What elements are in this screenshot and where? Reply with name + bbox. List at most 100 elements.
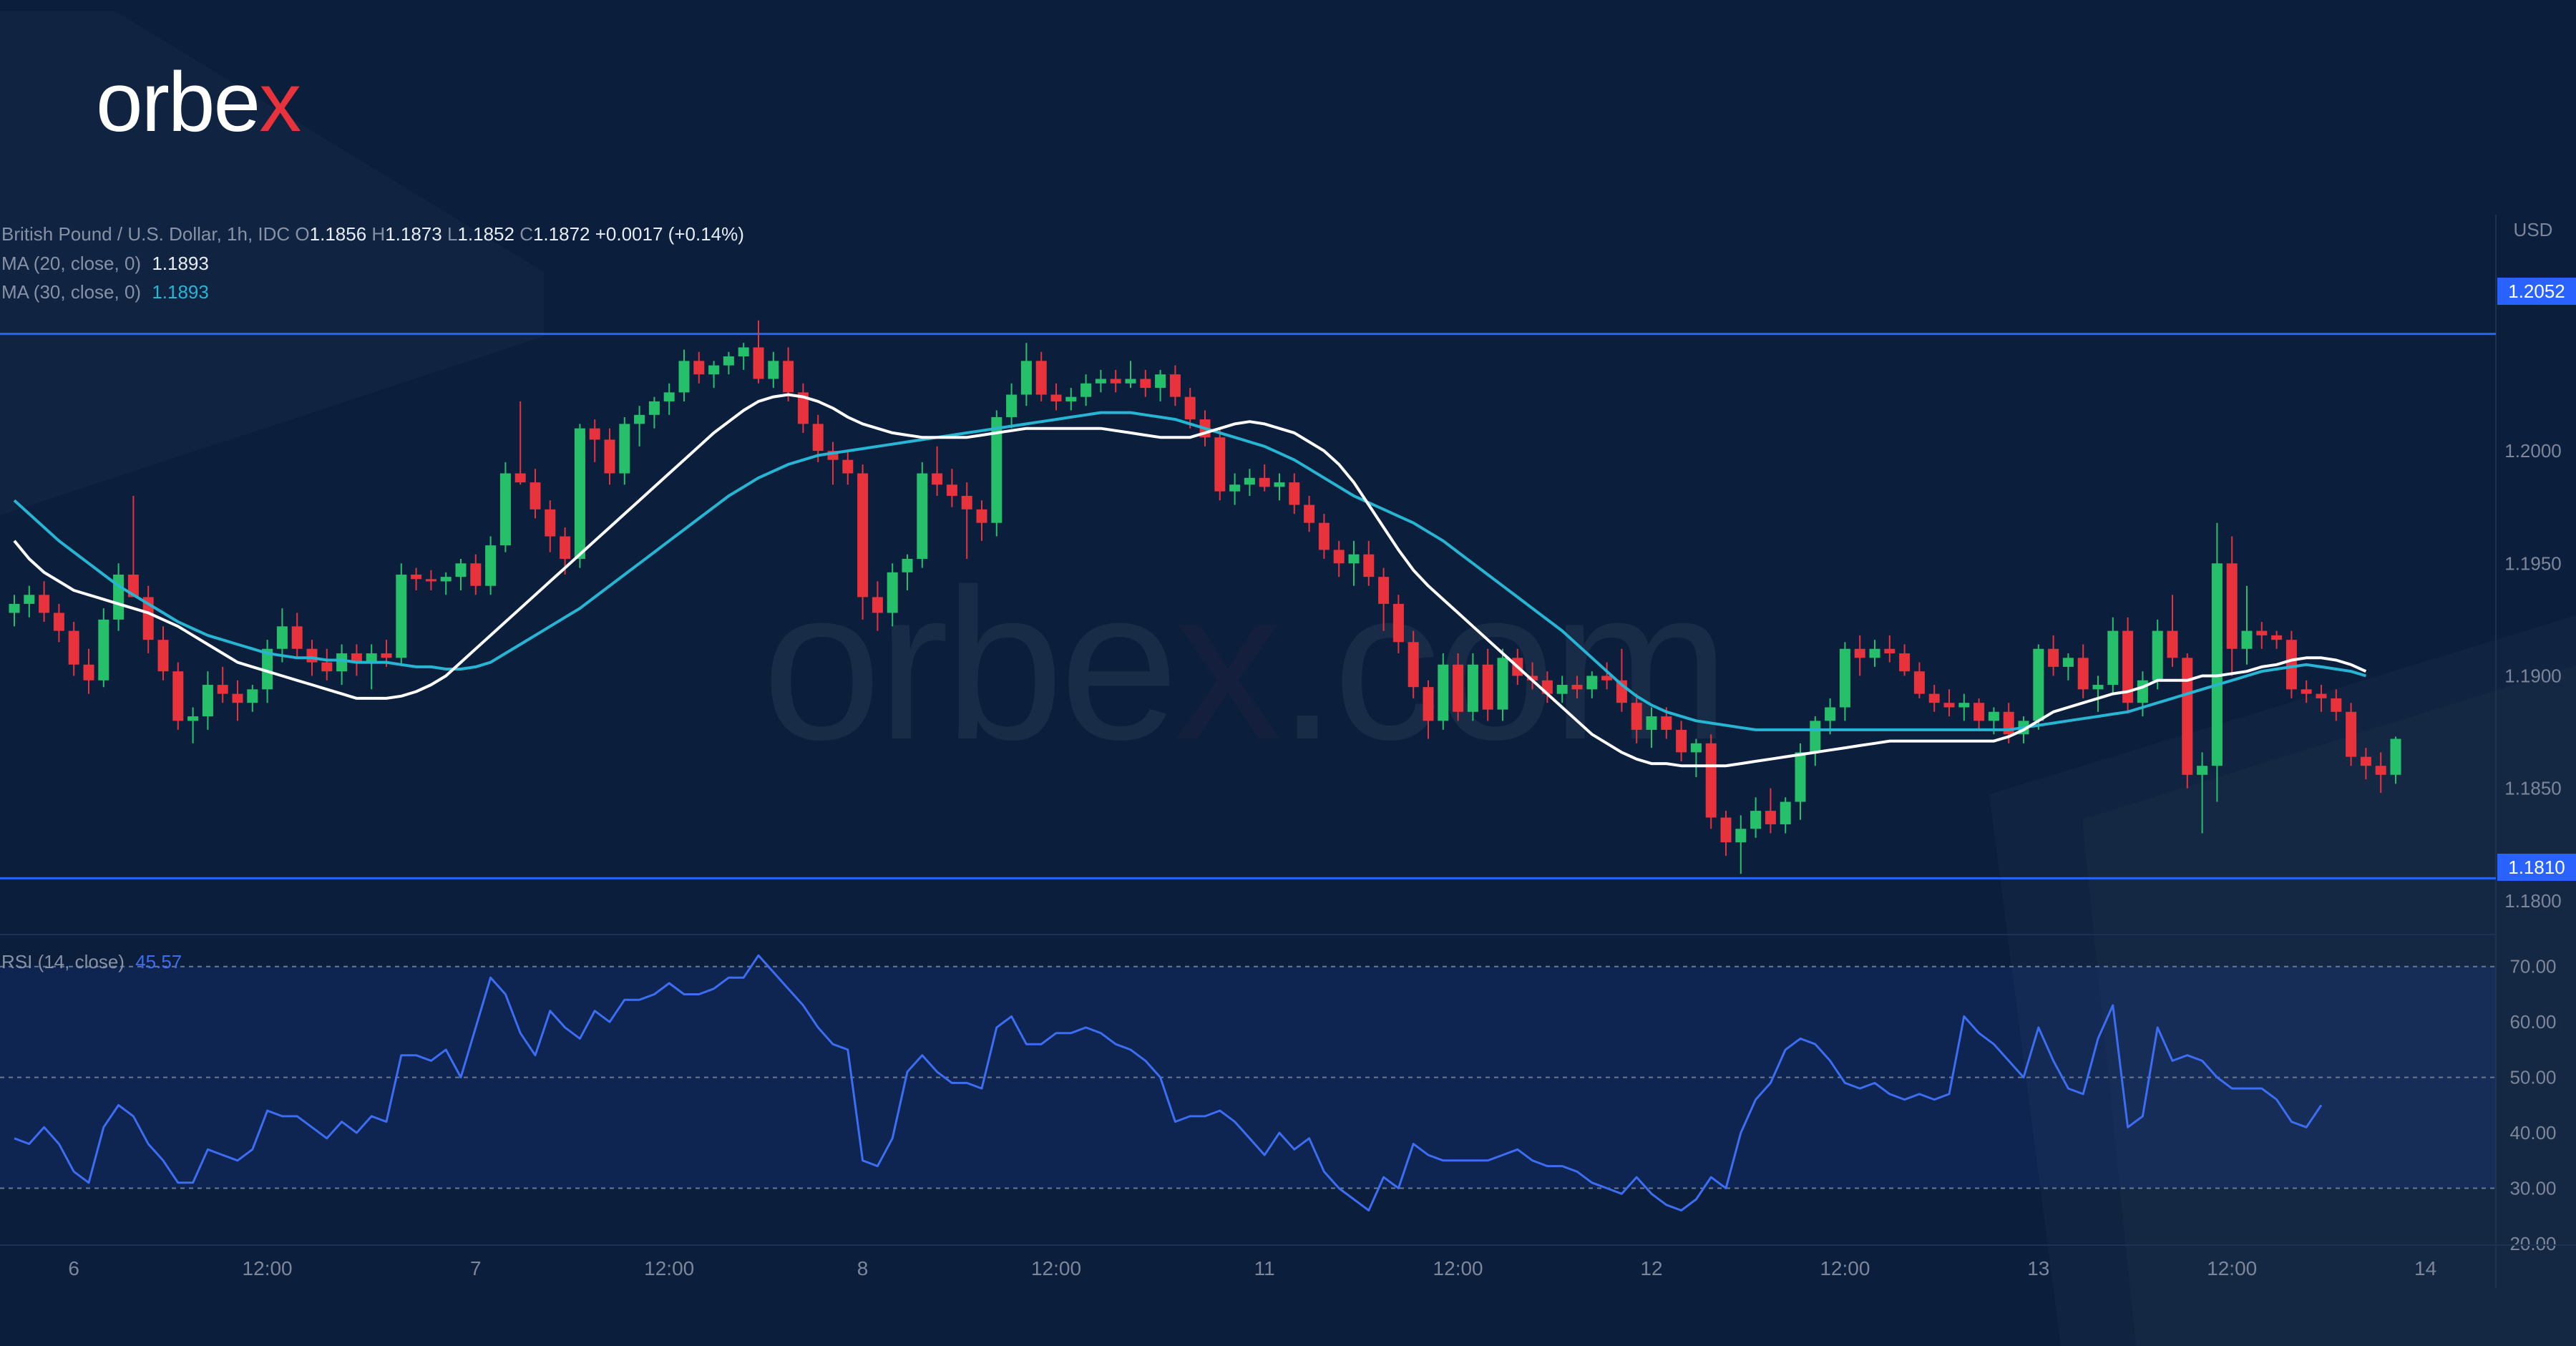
change-value: +0.0017 (+0.14%) — [595, 223, 744, 245]
time-tick-label: 12:00 — [243, 1257, 293, 1279]
candle-down — [68, 630, 79, 665]
candle-down — [2271, 635, 2283, 640]
candle-down — [2256, 630, 2268, 635]
candle-up — [1274, 482, 1285, 487]
rsi-tick-label: 50.00 — [2509, 1067, 2556, 1088]
candle-down — [1169, 374, 1181, 397]
candle-up — [1795, 752, 1806, 802]
candle-up — [723, 356, 734, 366]
rsi-legend: RSI (14, close) 45.57 — [1, 951, 182, 973]
candle-up — [1780, 801, 1791, 824]
candle-up — [619, 424, 630, 474]
candle-down — [2301, 689, 2312, 694]
candle-up — [1586, 676, 1598, 690]
candle-up — [1810, 721, 1821, 753]
candle-down — [560, 536, 571, 559]
rsi-line — [14, 954, 2323, 1211]
candle-down — [1110, 379, 1121, 384]
candle-down — [1259, 477, 1270, 487]
candle-up — [1229, 484, 1241, 492]
candle-down — [217, 685, 228, 694]
currency-label: USD — [2514, 219, 2553, 240]
time-tick-label: 12:00 — [644, 1257, 694, 1279]
candle-down — [1943, 703, 1955, 708]
close-label: C — [519, 223, 533, 245]
candle-down — [306, 648, 318, 663]
candle-down — [2048, 648, 2059, 667]
candle-up — [768, 361, 779, 379]
candle-up — [634, 414, 645, 424]
close-value: 1.1872 — [532, 223, 590, 245]
candle-down — [2122, 630, 2134, 703]
candle-up — [455, 563, 467, 577]
candle-up — [396, 575, 407, 658]
candle-down — [351, 653, 362, 663]
candle-up — [2241, 630, 2253, 649]
candle-down — [1765, 811, 1776, 824]
price-tick-label: 1.2000 — [2504, 440, 2562, 462]
ma20-value: 1.1893 — [152, 253, 209, 274]
candle-up — [1497, 658, 1508, 710]
candle-up — [1825, 707, 1836, 721]
high-value: 1.1873 — [385, 223, 442, 245]
candle-up — [24, 595, 35, 604]
support-level-badge: 1.1810 — [2497, 854, 2576, 881]
candle-up — [1065, 396, 1077, 401]
candle-up — [485, 545, 497, 586]
candle-up — [1690, 743, 1702, 753]
candle-down — [1333, 550, 1345, 564]
time-tick-label: 14 — [2414, 1257, 2436, 1279]
candle-up — [991, 416, 1002, 523]
high-label: H — [371, 223, 386, 245]
candle-up — [1348, 554, 1360, 564]
ma30-line — [13, 411, 2366, 731]
candle-down — [1423, 687, 1434, 721]
price-tick-label: 1.1850 — [2504, 778, 2562, 799]
candle-down — [1363, 554, 1375, 577]
time-tick-label: 12:00 — [1433, 1257, 1483, 1279]
time-tick-label: 12:00 — [2207, 1257, 2257, 1279]
candle-down — [1899, 653, 1911, 672]
candle-down — [797, 392, 809, 424]
candle-down — [1184, 396, 1196, 420]
candle-down — [381, 653, 392, 658]
rsi-tick-label: 20.00 — [2509, 1233, 2556, 1254]
time-tick-label: 6 — [68, 1257, 79, 1279]
orbex-logo: orbex — [96, 60, 301, 145]
candle-up — [902, 558, 913, 572]
candle-down — [1318, 522, 1330, 550]
candle-down — [2360, 756, 2371, 766]
rsi-tick-label: 40.00 — [2509, 1122, 2556, 1143]
candle-down — [2077, 658, 2089, 690]
time-tick-label: 12:00 — [1820, 1257, 1870, 1279]
ma20-line — [13, 393, 2367, 768]
candle-down — [2226, 563, 2238, 649]
candle-up — [1006, 394, 1018, 417]
candle-down — [1571, 685, 1583, 690]
candle-up — [2390, 738, 2401, 775]
candle-down — [946, 484, 957, 496]
candle-down — [530, 482, 541, 509]
candle-down — [1676, 729, 1687, 753]
rsi-value: 45.57 — [135, 951, 182, 972]
candle-up — [1735, 829, 1747, 843]
candle-down — [411, 575, 422, 580]
candle-down — [1913, 671, 1925, 694]
candle-down — [83, 664, 94, 681]
candle-down — [1631, 703, 1642, 730]
low-label: L — [447, 223, 458, 245]
candle-up — [440, 577, 452, 582]
candle-down — [1050, 394, 1062, 401]
orbex-watermark: orbex.com — [762, 557, 1730, 771]
watermark-main: orbe — [762, 544, 1179, 784]
candle-down — [1035, 361, 1047, 395]
candles-group — [9, 320, 2401, 874]
candle-up — [1467, 664, 1478, 712]
price-tick-label: 1.1800 — [2504, 890, 2562, 912]
candle-down — [53, 613, 64, 631]
candle-up — [1839, 648, 1850, 708]
candle-up — [2107, 630, 2119, 686]
candle-down — [812, 424, 824, 452]
